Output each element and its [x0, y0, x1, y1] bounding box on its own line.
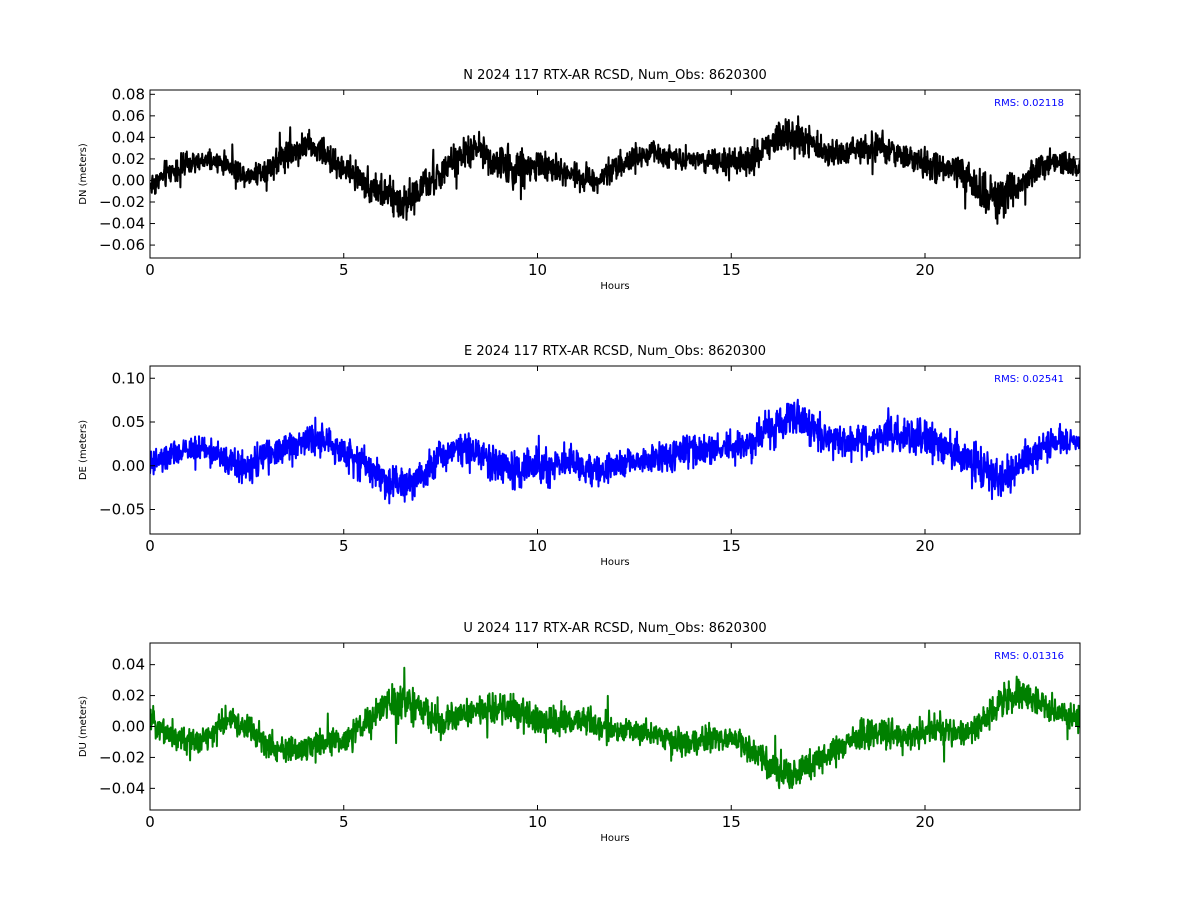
x-tick-label: 10: [528, 261, 547, 279]
rms-annotation: RMS: 0.01316: [994, 651, 1064, 662]
y-tick-label: −0.02: [99, 193, 145, 211]
x-tick-label: 0: [145, 813, 155, 831]
plot-frame: [149, 365, 1081, 535]
x-tick-label: 10: [528, 537, 547, 555]
chart-title: E 2024 117 RTX-AR RCSD, Num_Obs: 8620300: [464, 344, 766, 359]
rms-annotation: RMS: 0.02118: [994, 98, 1064, 109]
x-tick-label: 20: [915, 261, 934, 279]
x-tick-label: 20: [915, 537, 934, 555]
y-tick-label: 0.04: [112, 656, 145, 674]
x-tick-label: 5: [339, 813, 349, 831]
series-line-2: [150, 666, 1080, 790]
rms-annotation: RMS: 0.02541: [994, 374, 1064, 385]
x-axis-label: Hours: [600, 557, 629, 568]
x-tick-label: 20: [915, 813, 934, 831]
x-axis-label: Hours: [600, 833, 629, 844]
x-tick-label: 5: [339, 261, 349, 279]
y-tick-label: 0.08: [112, 85, 145, 103]
y-tick-label: 0.10: [112, 369, 145, 387]
x-tick-label: 0: [145, 537, 155, 555]
subplot-1: 0 5 10 15 20 −0.05 0.00 0.05 0.10 E 2024 117 RTX-…: [78, 344, 1081, 568]
y-tick-label: 0.02: [112, 687, 145, 705]
y-tick-label: 0.00: [112, 718, 145, 736]
x-axis-label: Hours: [600, 281, 629, 292]
y-tick-label: 0.02: [112, 150, 145, 168]
y-tick-label: −0.05: [99, 501, 145, 519]
y-tick-label: −0.06: [99, 236, 145, 254]
y-axis-label: DU (meters): [78, 696, 89, 757]
plot-frame: [149, 89, 1081, 259]
x-tick-label: 15: [722, 261, 741, 279]
subplot-0: 0 5 10 15 20 −0.06 −0.04 −0.02 0.00 0.02 0.04 0.06 0…: [78, 68, 1081, 292]
y-tick-label: 0.00: [112, 457, 145, 475]
subplot-2: 0 5 10 15 20 −0.04 −0.02 0.00 0.02 0.04 U 2024 117…: [78, 621, 1081, 844]
x-tick-label: 15: [722, 813, 741, 831]
x-tick-label: 10: [528, 813, 547, 831]
series-line-1: [150, 398, 1080, 505]
x-tick-label: 15: [722, 537, 741, 555]
x-tick-label: 0: [145, 261, 155, 279]
y-tick-label: 0.04: [112, 128, 145, 146]
y-axis-label: DN (meters): [78, 143, 89, 205]
y-axis-label: DE (meters): [78, 420, 89, 480]
y-tick-label: −0.04: [99, 215, 145, 233]
y-tick-label: 0.00: [112, 171, 145, 189]
y-tick-label: 0.05: [112, 413, 145, 431]
chart-title: U 2024 117 RTX-AR RCSD, Num_Obs: 8620300: [463, 621, 766, 636]
chart-title: N 2024 117 RTX-AR RCSD, Num_Obs: 8620300: [463, 68, 767, 83]
x-tick-label: 5: [339, 537, 349, 555]
y-tick-label: −0.04: [99, 779, 145, 797]
y-tick-label: 0.06: [112, 107, 145, 125]
series-line-0: [150, 115, 1080, 225]
y-tick-label: −0.02: [99, 748, 145, 766]
